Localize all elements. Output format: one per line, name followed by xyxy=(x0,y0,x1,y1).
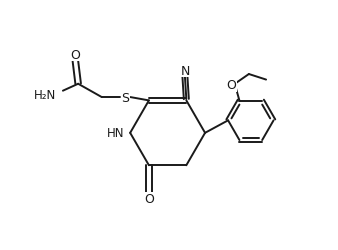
Text: HN: HN xyxy=(106,127,124,140)
Text: S: S xyxy=(121,91,129,104)
Text: O: O xyxy=(144,192,154,205)
Text: O: O xyxy=(227,79,237,92)
Text: H₂N: H₂N xyxy=(34,89,56,102)
Text: O: O xyxy=(70,48,80,61)
Text: N: N xyxy=(180,64,190,77)
